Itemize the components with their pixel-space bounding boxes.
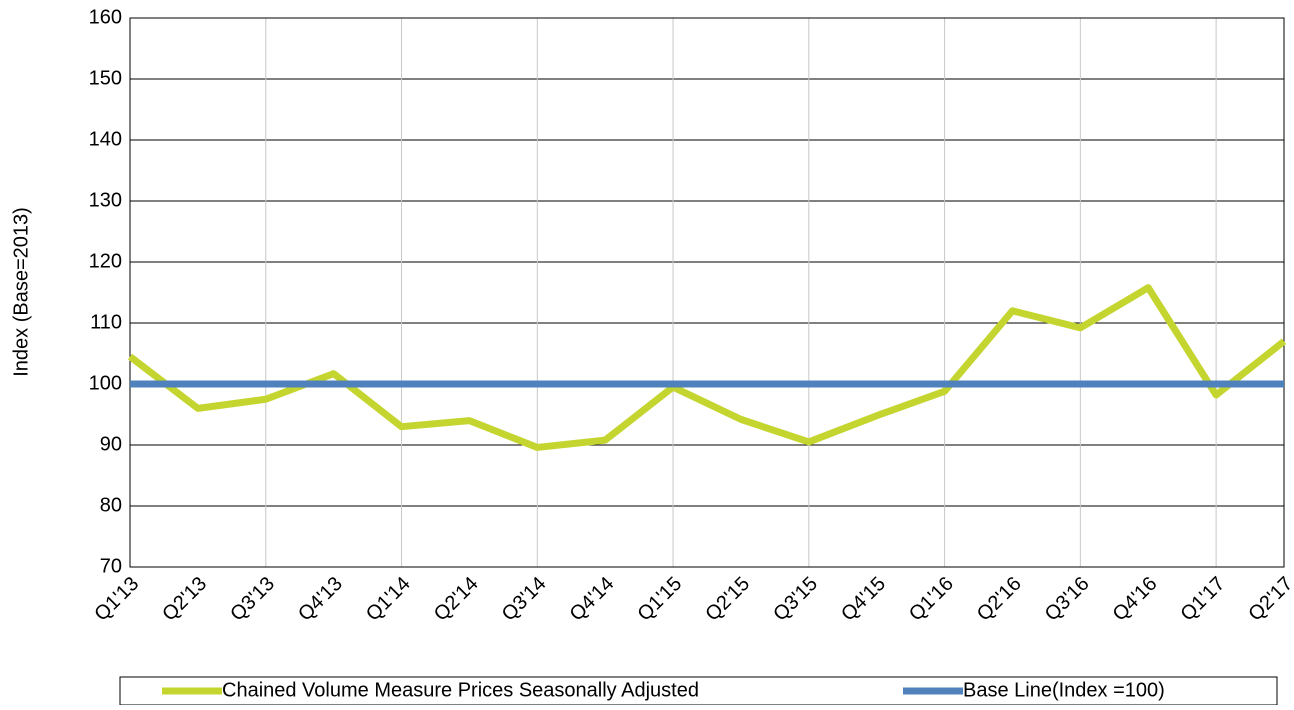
y-tick-label: 120 [89,250,122,272]
y-tick-label: 140 [89,128,122,150]
legend-label: Base Line(Index =100) [963,679,1165,701]
series-line [127,284,1287,451]
x-tick-label: Q2'14 [430,573,483,626]
y-axis-label: Index (Base=2013) [10,207,32,377]
x-tick-label: Q2'16 [973,573,1026,626]
y-tick-label: 90 [100,433,122,455]
y-tick-label: 160 [89,6,122,28]
x-tick-label: Q3'14 [498,573,551,626]
x-tick-label: Q1'13 [90,573,143,626]
y-tick-label: 150 [89,67,122,89]
y-tick-label: 80 [100,494,122,516]
x-tick-label: Q4'13 [294,573,347,626]
legend-label: Chained Volume Measure Prices Seasonally… [222,679,699,701]
x-tick-label: Q1'17 [1177,573,1230,626]
y-tick-label: 110 [90,311,122,333]
y-tick-label: 100 [89,372,122,394]
x-tick-label: Q1'15 [633,573,686,626]
x-tick-label: Q3'16 [1041,573,1094,626]
x-tick-label: Q2'17 [1244,573,1294,626]
x-tick-label: Q1'16 [905,573,958,626]
x-tick-label: Q4'16 [1109,573,1162,626]
plot-border [129,17,1285,568]
x-tick-label: Q4'14 [566,573,619,626]
y-tick-label: 130 [89,189,122,211]
x-tick-label: Q3'15 [769,573,822,626]
x-tick-label: Q2'13 [158,573,211,626]
y-tick-label: 70 [100,555,122,577]
x-tick-label: Q2'15 [701,573,754,626]
x-tick-label: Q1'14 [362,573,415,626]
x-tick-label: Q3'13 [226,573,279,626]
legend-box [119,676,1278,706]
x-tick-label: Q4'15 [837,573,890,626]
